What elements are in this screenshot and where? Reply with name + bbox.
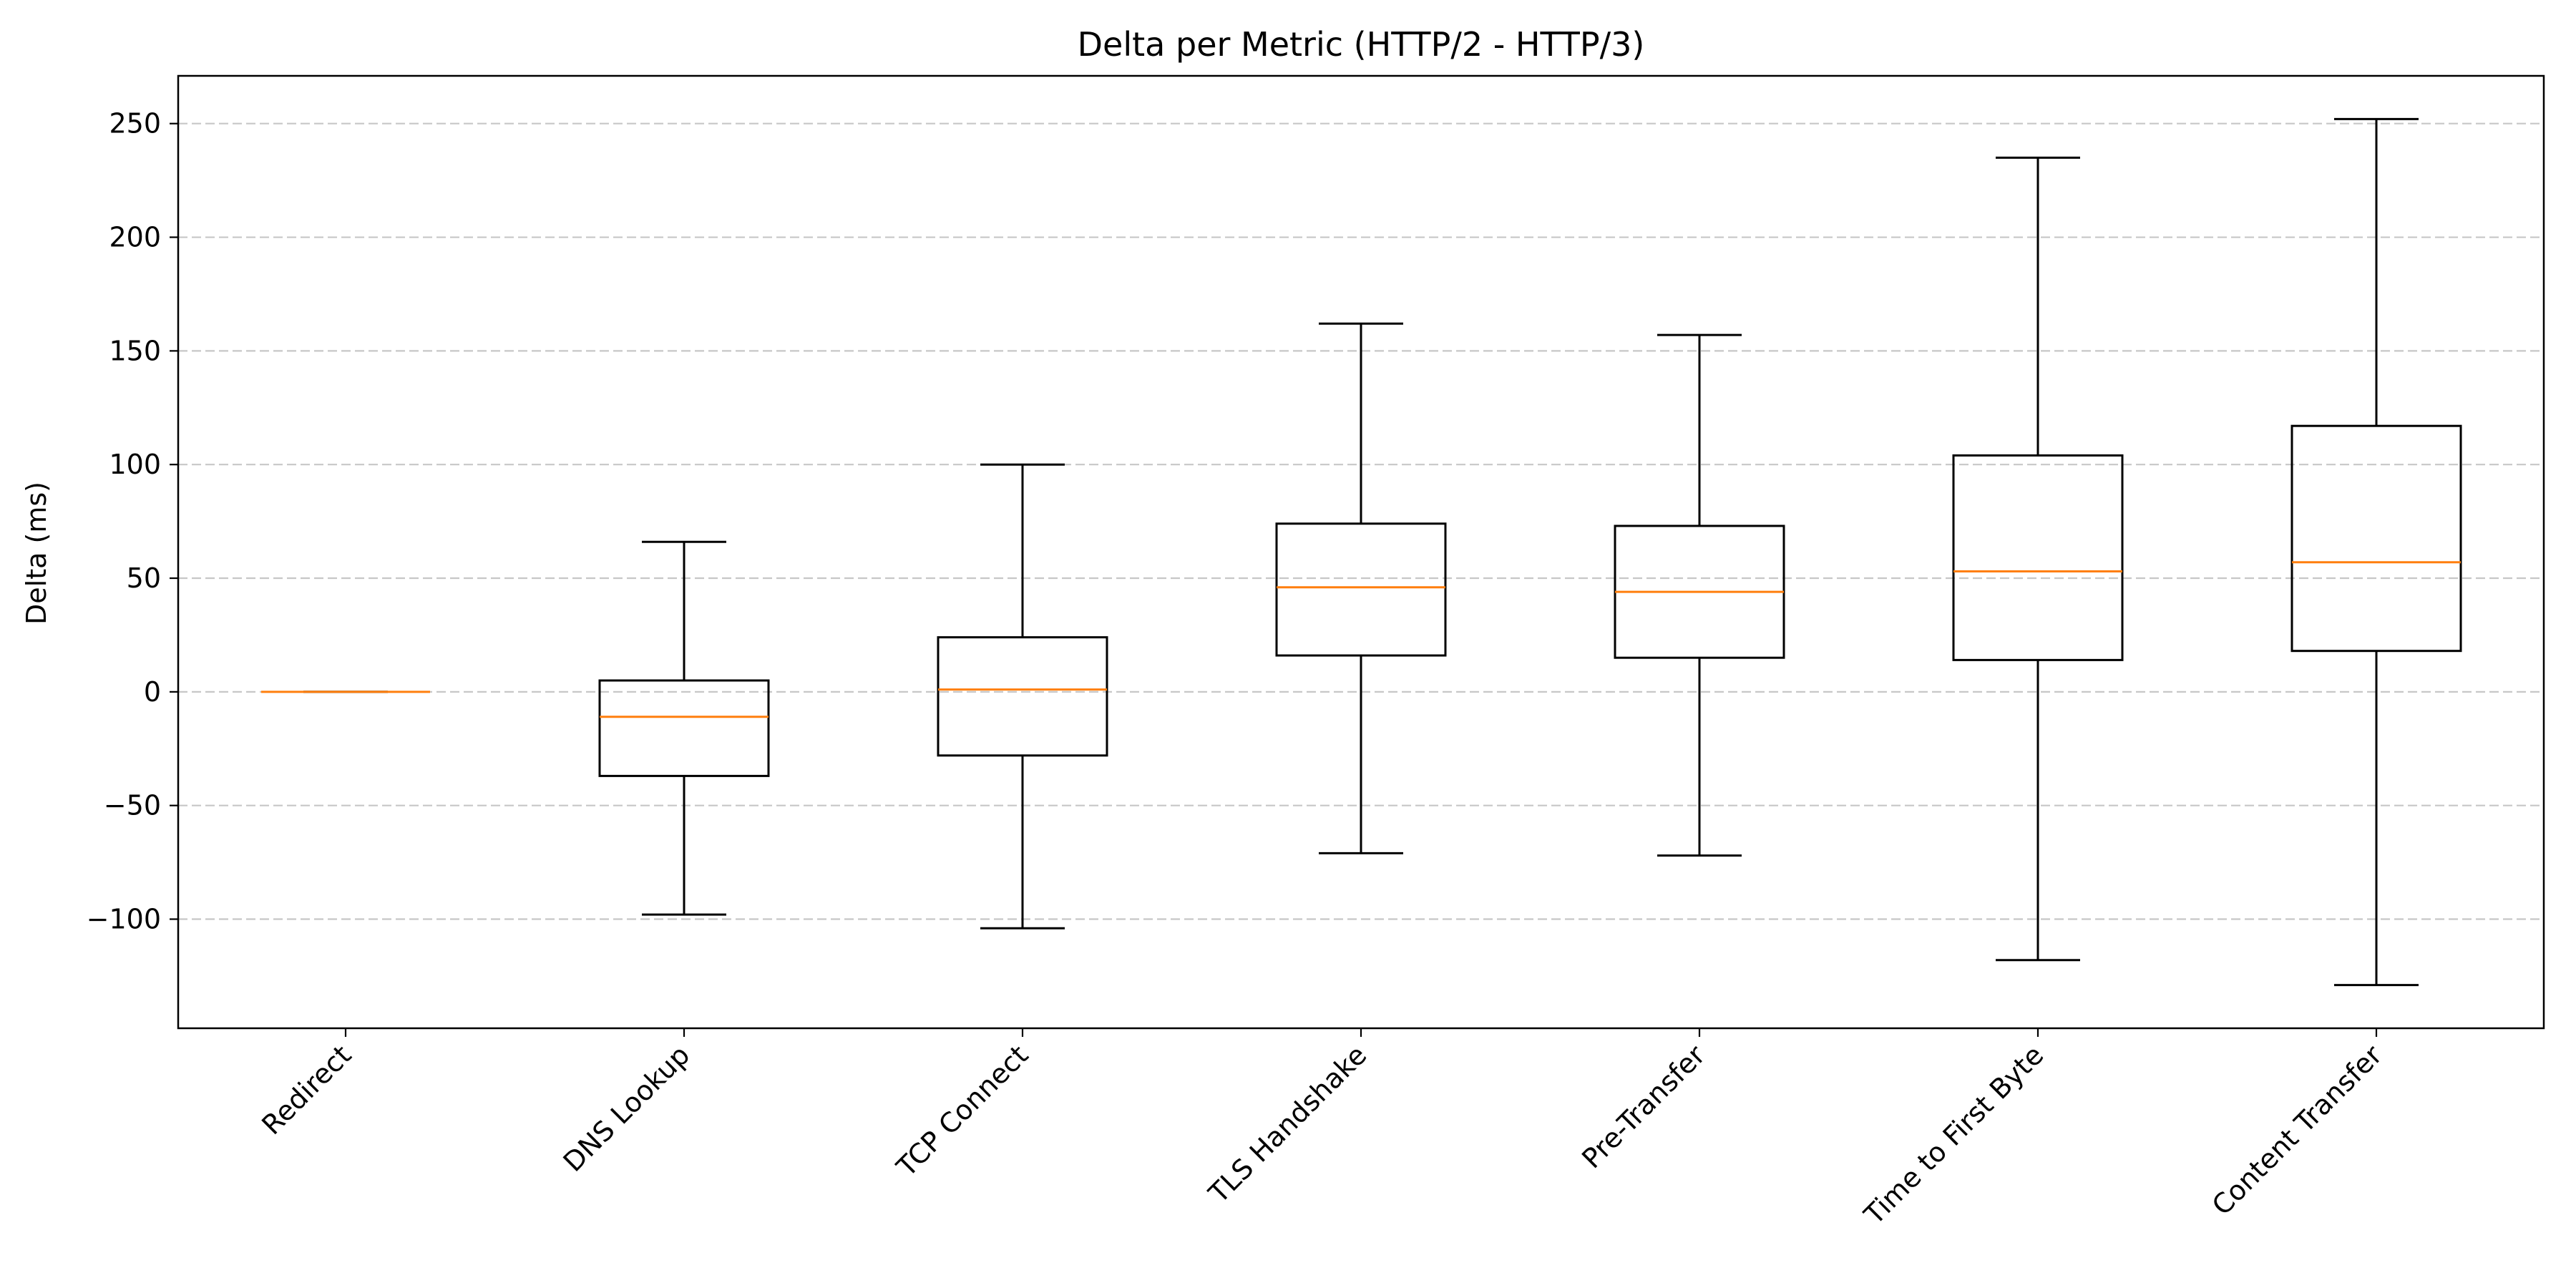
y-axis-ticks: −100 −50 0 50 100 150 200 250 [87, 108, 178, 935]
iqr-box [2290, 424, 2462, 653]
iqr-box [937, 636, 1108, 757]
y-tick-label: 200 [109, 222, 161, 253]
y-tick-label: 0 [144, 676, 161, 708]
iqr-box [1952, 454, 2124, 661]
boxes [261, 117, 2462, 987]
x-axis-ticks: Redirect DNS Lookup TCP Connect TLS Handsha… [255, 1028, 2389, 1231]
iqr-box [1275, 522, 1447, 657]
iqr-box [598, 679, 770, 777]
y-axis-label: Delta (ms) [21, 482, 52, 625]
x-tick-label: Content Transfer [2206, 1039, 2389, 1221]
plot-area-frame [177, 74, 2545, 1030]
x-tick-label: TLS Handshake [1202, 1039, 1372, 1209]
y-tick-label: 50 [127, 562, 161, 594]
x-tick-label: Time to First Byte [1858, 1039, 2049, 1231]
box-content-transfer [2290, 117, 2462, 987]
x-tick-label: Redirect [255, 1039, 357, 1141]
box-dns-lookup [598, 540, 770, 916]
y-tick-label: 250 [109, 108, 161, 140]
y-tick-label: 100 [109, 449, 161, 480]
x-tick-label: TCP Connect [890, 1039, 1034, 1183]
x-tick-label: DNS Lookup [557, 1039, 696, 1178]
y-tick-label: −50 [104, 790, 161, 821]
y-tick-label: −100 [87, 904, 161, 935]
y-tick-label: 150 [109, 335, 161, 366]
box-tcp-connect [937, 463, 1108, 930]
box-time-to-first-byte [1952, 156, 2124, 962]
box-pre-transfer [1614, 333, 1785, 857]
x-tick-label: Pre-Transfer [1576, 1039, 1711, 1174]
box-tls-handshake [1275, 322, 1447, 854]
chart-title: Delta per Metric (HTTP/2 - HTTP/3) [1078, 25, 1645, 64]
